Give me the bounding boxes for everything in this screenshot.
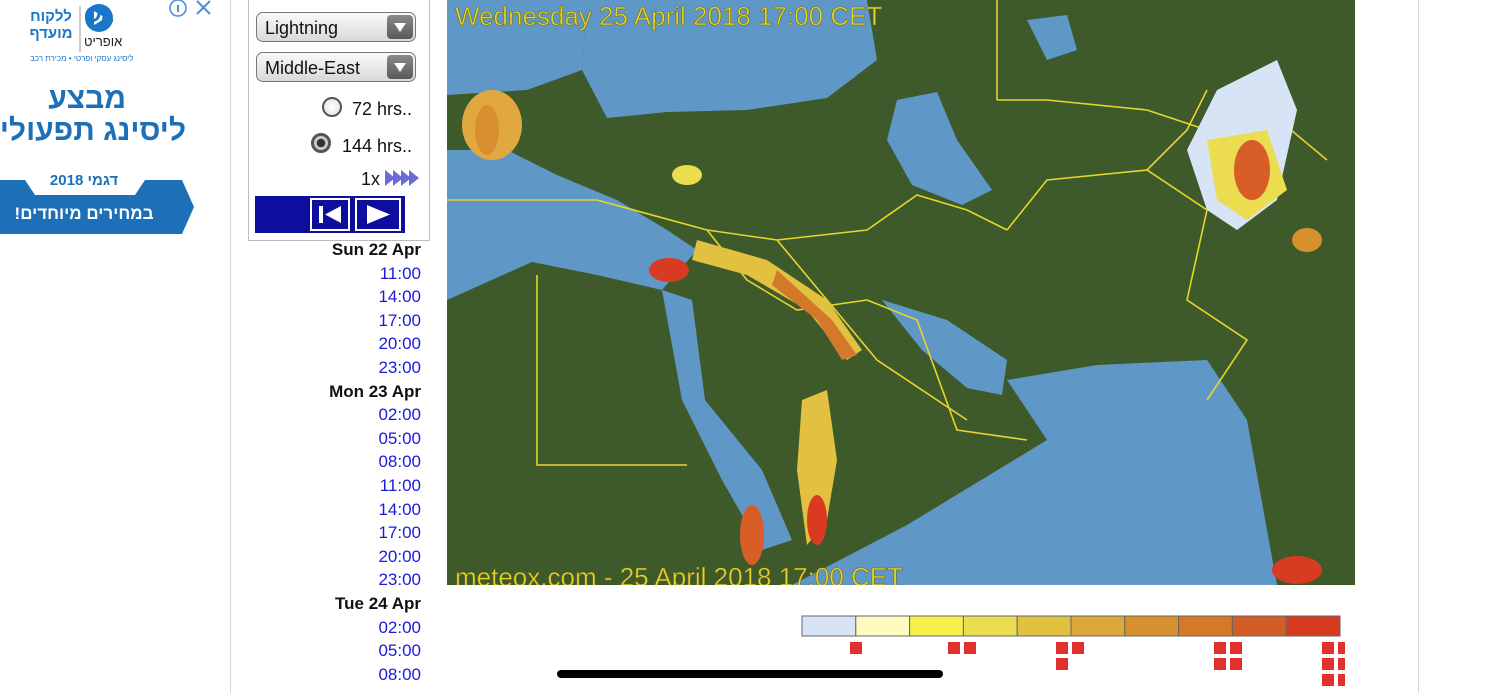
speed-label: 1x [361, 169, 381, 189]
time-link[interactable]: 14:00 [378, 287, 421, 307]
select-value: Middle-East [265, 58, 361, 78]
time-link[interactable]: 11:00 [379, 263, 421, 283]
lightning-areas [462, 60, 1322, 584]
select-arrow [387, 55, 413, 79]
legend-swatch [855, 615, 911, 637]
brand-line: מועדף [29, 25, 73, 42]
time-link[interactable]: 20:00 [378, 334, 421, 354]
rewind-button[interactable] [310, 198, 350, 231]
legend-swatch [1016, 615, 1072, 637]
region-select[interactable]: Middle-East [256, 52, 416, 82]
ad-graphic [0, 0, 211, 234]
brand-text: ללקוח מועדף [28, 8, 74, 42]
control-panel: Lightning Middle-East 72 hrs.. 144 hrs..… [248, 0, 430, 241]
play-button[interactable] [355, 198, 401, 231]
close-icon[interactable] [196, 0, 211, 15]
advertisement[interactable]: OL ללקוח מועדף אופריט ליסינג עסקי ופרטי •… [0, 0, 216, 693]
legend-swatch [1285, 615, 1341, 637]
time-link[interactable]: 20:00 [378, 546, 421, 566]
legend-swatch [962, 615, 1018, 637]
radio-label: 72 hrs.. [352, 99, 413, 119]
select-arrow [387, 15, 413, 39]
map: Wednesday 25 April 2018 17:00 CET meteox… [447, 0, 1355, 585]
map-title: Wednesday 25 April 2018 17:00 CET [455, 1, 882, 31]
logo-name: אופריט [84, 34, 123, 49]
banner-text: במחירים מיוחדים! [14, 204, 154, 223]
day-label: Sun 22 Apr [331, 240, 421, 259]
headline: מבצע [48, 82, 126, 115]
brand-line: ללקוח [30, 8, 72, 25]
radio-label: 144 hrs.. [342, 136, 413, 156]
time-link[interactable]: 11:00 [379, 476, 421, 495]
tagline: ליסינג עסקי ופרטי • מכירת רכב [30, 54, 134, 63]
legend-swatch [1231, 615, 1287, 637]
time-link[interactable]: 08:00 [378, 664, 421, 684]
day-label: Mon 23 Apr [329, 381, 421, 401]
logo-play [94, 11, 106, 25]
time-link[interactable]: 05:00 [378, 428, 421, 448]
column-divider [230, 0, 231, 693]
speed-button[interactable] [385, 168, 421, 188]
info-icon[interactable] [169, 0, 187, 17]
legend [801, 615, 1345, 686]
time-link[interactable]: 17:00 [378, 310, 421, 330]
headline: ליסינג תפעולי [0, 114, 186, 147]
radio-144[interactable] [311, 133, 331, 153]
logo-mark: OL [84, 2, 115, 27]
legend-swatch [909, 615, 964, 637]
legend-icons [850, 642, 1345, 686]
time-link[interactable]: 02:00 [378, 405, 421, 425]
time-link[interactable]: 14:00 [378, 499, 421, 519]
legend-swatch [1124, 615, 1180, 637]
radio-72[interactable] [322, 97, 342, 117]
layer-select[interactable]: Lightning [256, 12, 416, 42]
column-divider [1418, 0, 1419, 693]
home-indicator [557, 670, 943, 678]
borders [447, 0, 1328, 466]
banner-text: דגמי 2018 [49, 172, 119, 189]
time-link[interactable]: 23:00 [378, 570, 421, 590]
banner-tab [25, 180, 145, 195]
time-link[interactable]: 08:00 [378, 452, 421, 472]
player-buttons [310, 198, 401, 231]
time-link[interactable]: 17:00 [378, 523, 421, 543]
time-link[interactable]: 05:00 [378, 641, 421, 661]
time-link[interactable]: 02:00 [378, 617, 421, 637]
select-value: Lightning [265, 18, 339, 38]
seas [447, 0, 1277, 585]
day-label: Tue 24 Apr [335, 594, 421, 613]
legend-swatch [1070, 615, 1126, 637]
time-link[interactable]: 23:00 [378, 358, 421, 377]
player-bar [255, 196, 405, 233]
map-footer: meteox.com - 25 April 2018 17:00 CET [455, 562, 903, 585]
legend-swatch [801, 615, 857, 637]
legend-swatch [1178, 615, 1233, 637]
